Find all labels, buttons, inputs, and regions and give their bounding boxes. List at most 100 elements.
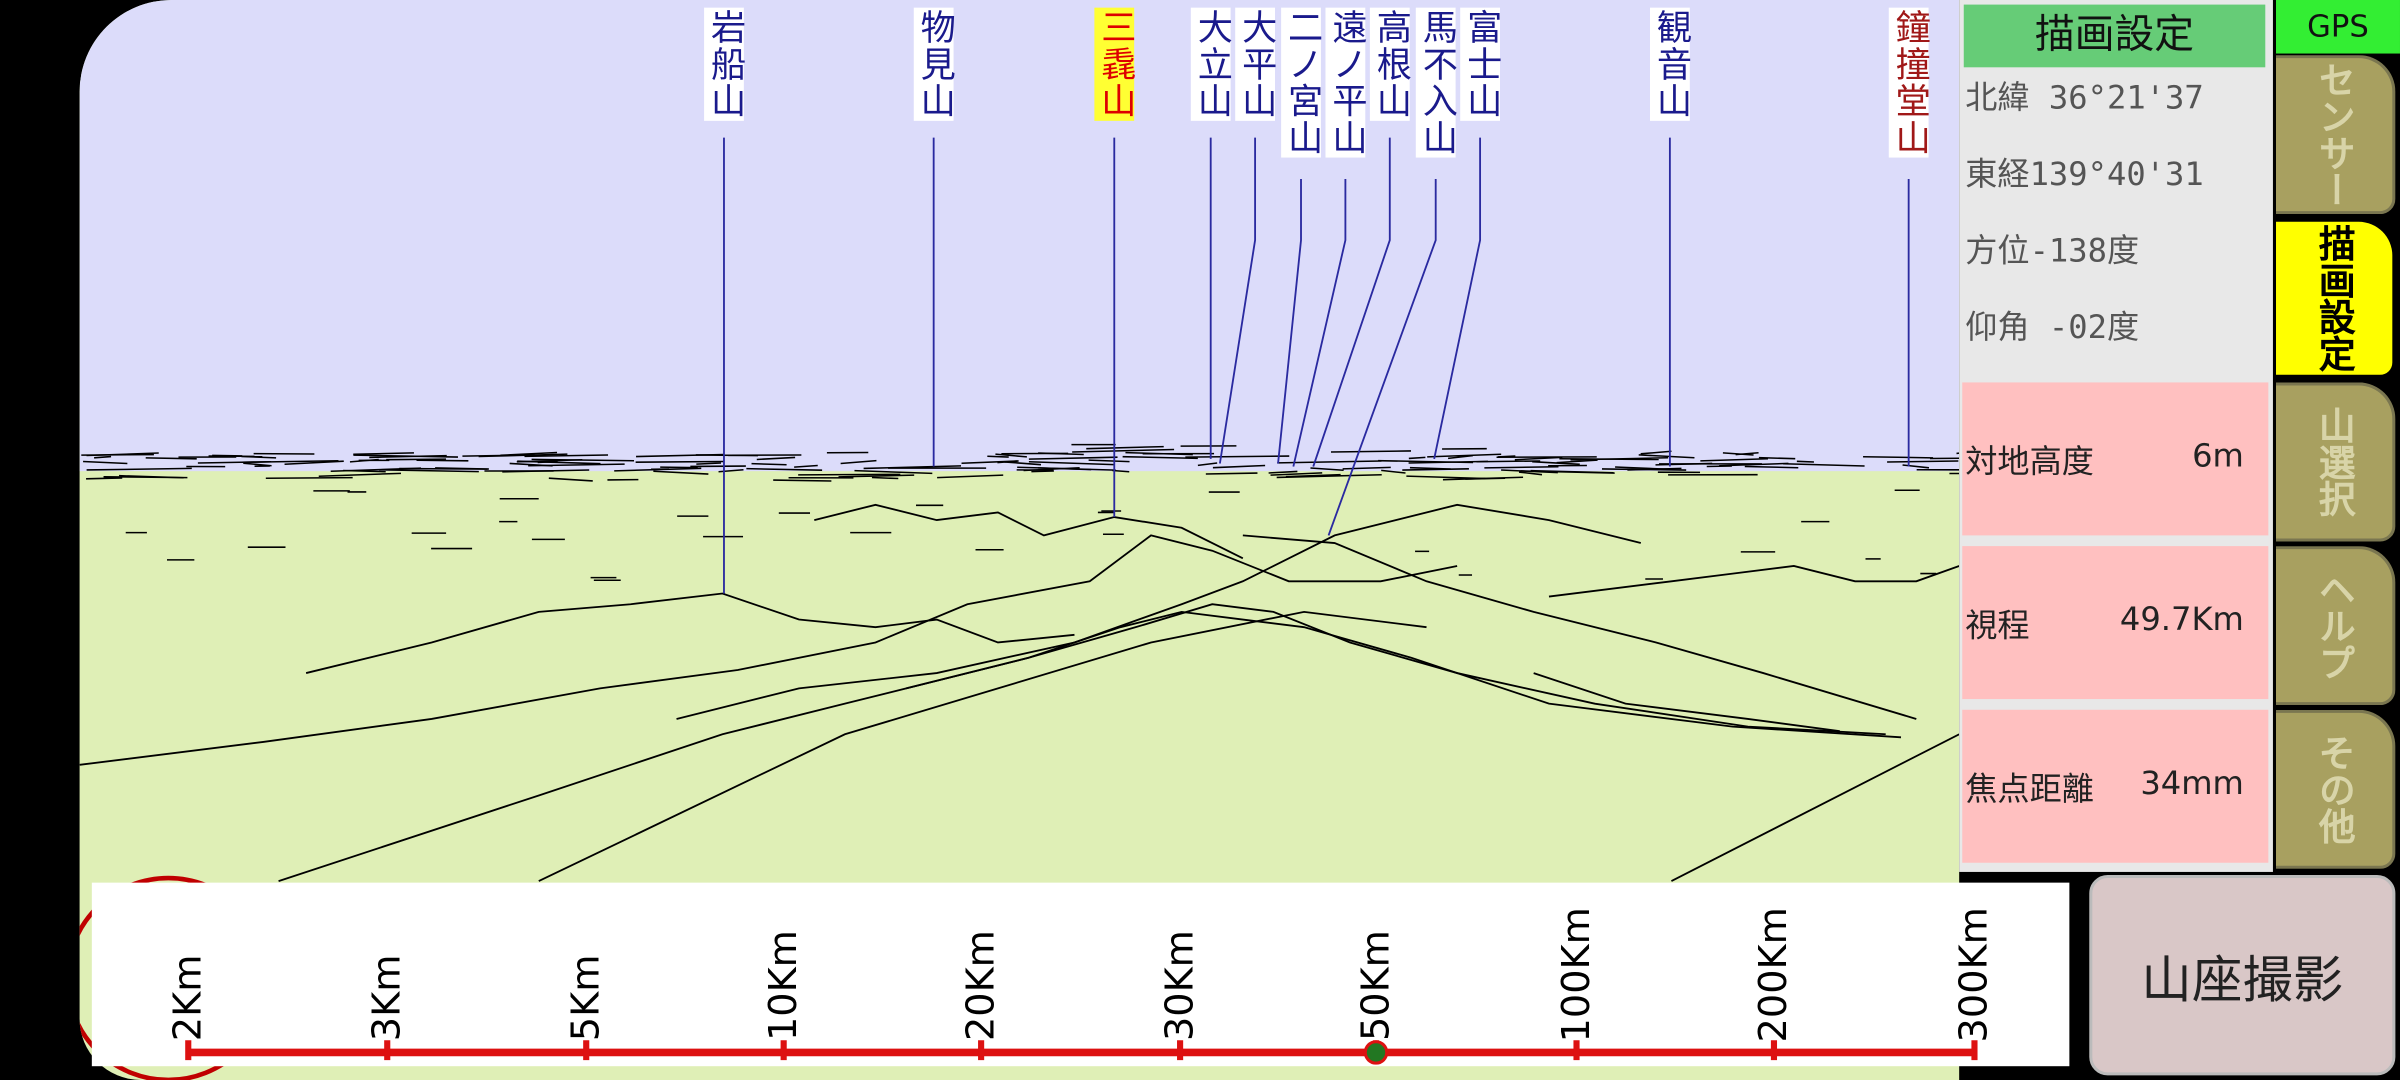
horizon-line [1902, 464, 1930, 469]
setting-box: 視程 49.7Km [1962, 546, 2269, 700]
pointer-line [1277, 178, 1302, 464]
horizon-line [1863, 455, 1934, 459]
horizon-line [1530, 469, 1614, 474]
horizon-line [103, 475, 188, 479]
horizon-line [1532, 460, 1580, 466]
horizon-line [1700, 457, 1769, 462]
mountain-label: 遠ノ平山 [1325, 7, 1366, 158]
horizon-line [961, 460, 1018, 464]
horizon-line [1342, 466, 1391, 470]
horizon-line [1447, 454, 1473, 460]
horizon-line [416, 459, 469, 462]
mountain-label: 二ノ宮山 [1281, 7, 1321, 158]
horizon-line [1028, 456, 1118, 460]
mountain-label: 三毳山 [1094, 7, 1135, 121]
horizon-line [517, 460, 601, 465]
horizon-line [1640, 450, 1672, 455]
horizon-line [1037, 467, 1092, 471]
horizon-line [995, 453, 1027, 458]
scale-label: 3Km [364, 955, 409, 1042]
horizon-line [1212, 464, 1266, 469]
horizon-line [1638, 454, 1695, 459]
horizon-line [1268, 470, 1298, 474]
horizon-line [1112, 469, 1130, 473]
horizon-line [1497, 455, 1516, 458]
horizon-line [1086, 445, 1164, 450]
tab[interactable]: ヘルプ [2276, 546, 2396, 706]
horizon-line [1783, 462, 1865, 467]
horizon-line [1031, 470, 1054, 473]
setting-value: 49.7Km [2119, 601, 2244, 638]
info-panel: 描画設定 北緯 36°21'37 東経139°40'31 方位-138度 仰角 … [1959, 0, 2273, 872]
horizon-line [1501, 469, 1558, 474]
tab[interactable]: 山選択 [2276, 382, 2396, 542]
horizon-line [1028, 460, 1114, 466]
horizon-line [1744, 465, 1799, 469]
scale-label: 30Km [1157, 930, 1202, 1042]
horizon-line [1330, 450, 1412, 453]
tab[interactable]: センサー [2276, 55, 2396, 215]
capture-button[interactable]: 山座撮影 [2089, 874, 2396, 1076]
setting-box: 対地高度 6m [1962, 382, 2269, 536]
horizon-line [386, 458, 447, 461]
mountain-label: 大平山 [1235, 7, 1275, 121]
horizon-line [1758, 456, 1796, 460]
longitude: 東経139°40'31 [1965, 156, 2204, 193]
horizon-line [531, 458, 635, 462]
horizon-line [1796, 460, 1814, 463]
horizon-line [696, 462, 722, 465]
horizon-line [871, 476, 899, 480]
latitude: 北緯 36°21'37 [1965, 79, 2204, 117]
horizon-line [537, 460, 558, 464]
setting-label: 焦点距離 [1965, 770, 2094, 808]
horizon-line [1185, 455, 1290, 458]
horizon-line [1518, 471, 1543, 476]
horizon-line [353, 454, 458, 458]
horizon-line [695, 454, 758, 457]
horizon-line [1038, 452, 1084, 456]
sky [79, 0, 1960, 472]
pointer-line [1312, 137, 1391, 467]
horizon-line [653, 470, 709, 475]
horizon-line [773, 479, 832, 482]
scale-label: 300Km [1951, 906, 1996, 1042]
horizon-line [840, 459, 877, 465]
horizon-line [1559, 457, 1659, 461]
horizon-line [509, 462, 553, 467]
horizon-line [1514, 456, 1563, 461]
pointer-line [1327, 178, 1437, 536]
horizon-line [1427, 453, 1502, 458]
horizon-line [502, 469, 590, 473]
setting-value: 6m [2192, 437, 2244, 475]
mountain-label: 物見山 [913, 7, 954, 121]
tab[interactable]: その他 [2276, 709, 2396, 869]
horizon-line [379, 469, 479, 473]
distance-scale: 2Km 3Km 5Km 10Km 20Km 30Km 50Km 100Km 200Km 300Km [91, 882, 2070, 1067]
scale-label: 10Km [760, 930, 806, 1042]
horizon-line [353, 452, 414, 455]
horizon-line [1887, 460, 1959, 463]
horizon-line [86, 467, 192, 471]
setting-value: 34mm [2140, 764, 2244, 802]
pointer-line [1433, 137, 1482, 460]
mountain-label: 観音山 [1649, 7, 1690, 121]
horizon-line [794, 464, 818, 468]
horizon-line [548, 477, 593, 482]
gps-tab[interactable]: GPS [2276, 0, 2400, 54]
horizon-line [718, 468, 744, 473]
horizon-line [524, 454, 609, 458]
mountain-label: 馬不入山 [1415, 7, 1456, 158]
horizon-line [86, 452, 159, 457]
scale-label: 5Km [563, 955, 608, 1042]
horizon-line [1556, 459, 1598, 464]
scale-label: 200Km [1751, 906, 1796, 1042]
horizon-line [462, 454, 535, 457]
horizon-line [854, 469, 933, 475]
pointer-line [1292, 178, 1347, 467]
tab[interactable]: 描画設定 [2276, 218, 2396, 378]
horizon-line [1023, 466, 1080, 472]
mountain-label: 富士山 [1460, 7, 1500, 121]
horizon-line [838, 474, 915, 478]
